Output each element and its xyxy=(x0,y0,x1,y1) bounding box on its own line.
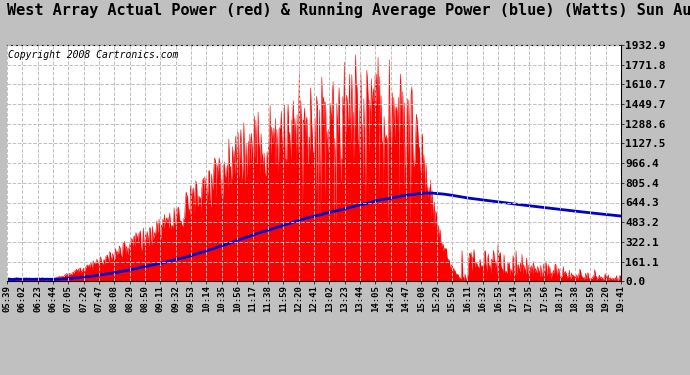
Text: West Array Actual Power (red) & Running Average Power (blue) (Watts) Sun Aug 3 1: West Array Actual Power (red) & Running … xyxy=(7,2,690,18)
Text: Copyright 2008 Cartronics.com: Copyright 2008 Cartronics.com xyxy=(8,50,179,60)
